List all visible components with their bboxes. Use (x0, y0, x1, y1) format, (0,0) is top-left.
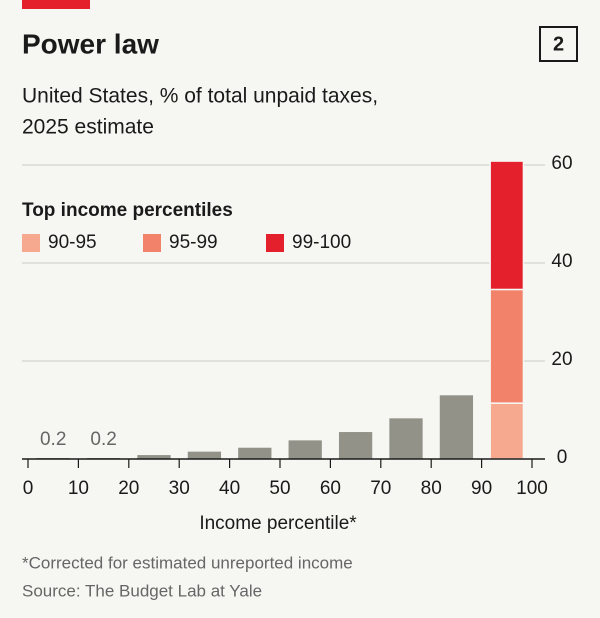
subtitle: 2025 estimate (22, 116, 154, 139)
y-tick-label: 20 (551, 349, 572, 370)
stacked-bar-segment (489, 402, 525, 460)
y-tick-label: 0 (557, 447, 568, 468)
accent-bar (22, 0, 90, 9)
x-tick-label: 100 (516, 478, 548, 499)
legend-swatch (22, 234, 40, 252)
bar (389, 418, 423, 459)
x-tick-label: 50 (269, 478, 290, 499)
badge-box (539, 26, 578, 62)
x-tick-label: 40 (219, 478, 240, 499)
bar (238, 447, 272, 459)
x-axis-title: Income percentile* (199, 513, 357, 534)
footnote: *Corrected for estimated unreported inco… (22, 553, 353, 572)
legend-label: 90-95 (48, 232, 97, 253)
bar (187, 451, 222, 459)
legend-title: Top income percentiles (22, 200, 233, 221)
bar (439, 395, 474, 459)
x-tick-label: 30 (169, 478, 190, 499)
legend-swatch (266, 234, 284, 252)
x-tick-label: 70 (370, 478, 391, 499)
legend-swatch (143, 234, 161, 252)
subtitle: United States, % of total unpaid taxes, (22, 85, 378, 108)
bar (137, 455, 171, 459)
stacked-bar-segment (489, 160, 525, 291)
x-tick-label: 60 (320, 478, 341, 499)
value-label: 0.2 (90, 429, 116, 450)
stacked-bar-segment (489, 288, 525, 404)
value-label: 0.2 (40, 429, 66, 450)
y-tick-label: 40 (551, 251, 572, 272)
bar (338, 432, 373, 459)
x-tick-label: 90 (471, 478, 492, 499)
x-tick-label: 80 (421, 478, 442, 499)
x-tick-label: 10 (68, 478, 89, 499)
x-tick-label: 0 (23, 478, 34, 499)
legend-label: 95-99 (169, 232, 218, 253)
y-tick-label: 60 (551, 153, 572, 174)
legend-label: 99-100 (292, 232, 351, 253)
chart-title: Power law (22, 28, 159, 59)
bar (288, 440, 322, 459)
source: Source: The Budget Lab at Yale (22, 581, 262, 600)
badge: 2 (553, 33, 564, 55)
x-tick-label: 20 (118, 478, 139, 499)
